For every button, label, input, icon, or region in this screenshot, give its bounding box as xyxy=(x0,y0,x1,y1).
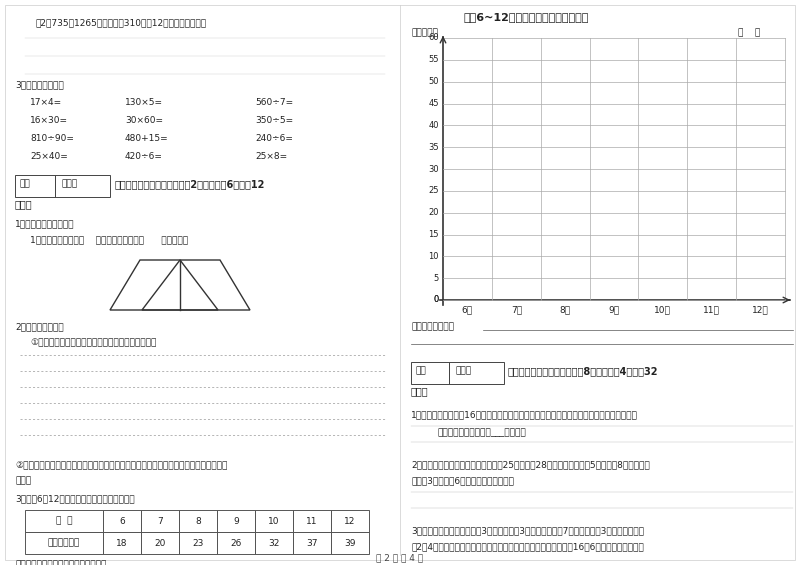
Text: 体重（千克）: 体重（千克） xyxy=(48,538,80,547)
Text: 答：这个长方形面积是___平方米。: 答：这个长方形面积是___平方米。 xyxy=(438,428,526,437)
Text: 17×4=: 17×4= xyxy=(30,98,62,107)
Text: 23: 23 xyxy=(192,538,204,547)
Text: 得分: 得分 xyxy=(20,179,30,188)
Text: 16×30=: 16×30= xyxy=(30,116,68,125)
Bar xyxy=(55,175,110,197)
Text: 37: 37 xyxy=(306,538,318,547)
Text: 11岁: 11岁 xyxy=(703,305,720,314)
Text: 9岁: 9岁 xyxy=(609,305,619,314)
Text: （2）735与1265的和，除以310除以12的商，商是多少？: （2）735与1265的和，除以310除以12的商，商是多少？ xyxy=(35,18,206,27)
Text: 3．芳在6到12岁每年的生日测得体重如下表。: 3．芳在6到12岁每年的生日测得体重如下表。 xyxy=(15,494,134,503)
Bar xyxy=(255,532,293,554)
Text: 20: 20 xyxy=(154,538,166,547)
Bar xyxy=(179,510,217,532)
Text: 六、应用知识，解决问题（共8小题，每题4分，共32: 六、应用知识，解决问题（共8小题，每题4分，共32 xyxy=(508,366,658,376)
Text: 费2元4角，有一天，小明一家坐一辆出租车到太阳宫玩，一共付费16元6角，小明家离太阳宫: 费2元4角，有一天，小明一家坐一辆出租车到太阳宫玩，一共付费16元6角，小明家离… xyxy=(411,542,644,551)
Text: 40: 40 xyxy=(429,121,439,130)
Text: 30: 30 xyxy=(428,164,439,173)
Text: 8: 8 xyxy=(195,516,201,525)
Text: 五、认真思考，综合能力（共2小题，每题6分，共12: 五、认真思考，综合能力（共2小题，每题6分，共12 xyxy=(115,179,266,189)
Bar xyxy=(449,362,504,384)
Bar xyxy=(141,532,179,554)
Text: 1．一数下图中，有（    ）个平行四边形，（      ）个梯形。: 1．一数下图中，有（ ）个平行四边形，（ ）个梯形。 xyxy=(30,235,188,244)
Bar xyxy=(331,532,369,554)
Text: 480+15=: 480+15= xyxy=(125,134,169,143)
Text: 边形。: 边形。 xyxy=(15,476,31,485)
Text: 8岁: 8岁 xyxy=(559,305,570,314)
Text: 0: 0 xyxy=(434,295,439,305)
Text: 1．一个长方形周长是16米，它的长、宽的米数是两个因数，这个长方形面积是多少平方米？: 1．一个长方形周长是16米，它的长、宽的米数是两个因数，这个长方形面积是多少平方… xyxy=(411,410,638,419)
Text: ①在点子图上画出一个等腰锐角三角形和一个梯形。: ①在点子图上画出一个等腰锐角三角形和一个梯形。 xyxy=(30,338,156,347)
Bar xyxy=(141,510,179,532)
Text: 得分: 得分 xyxy=(416,366,426,375)
Text: 1．动脑动手，我擅长！: 1．动脑动手，我擅长！ xyxy=(15,219,74,228)
Bar xyxy=(217,510,255,532)
Text: 420÷6=: 420÷6= xyxy=(125,152,163,161)
Text: 年    月: 年 月 xyxy=(738,28,760,37)
Text: 分）。: 分）。 xyxy=(411,386,429,396)
Text: ②给锐角三角形画对称轴，在梯形里画一条线段，把它分割成：一个三角形和一个平行四: ②给锐角三角形画对称轴，在梯形里画一条线段，把它分割成：一个三角形和一个平行四 xyxy=(15,460,227,469)
Bar xyxy=(179,532,217,554)
Bar xyxy=(411,362,449,384)
Text: 单位：千克: 单位：千克 xyxy=(411,28,438,37)
Text: 10岁: 10岁 xyxy=(654,305,671,314)
Text: 20: 20 xyxy=(429,208,439,217)
Text: 25×8=: 25×8= xyxy=(255,152,287,161)
Text: 11: 11 xyxy=(306,516,318,525)
Text: 130×5=: 130×5= xyxy=(125,98,163,107)
Text: 评卷人: 评卷人 xyxy=(456,366,472,375)
Text: 10: 10 xyxy=(429,252,439,261)
Bar xyxy=(103,532,141,554)
Bar xyxy=(103,510,141,532)
Text: 25: 25 xyxy=(429,186,439,195)
Text: 7: 7 xyxy=(157,516,163,525)
Text: 30×60=: 30×60= xyxy=(125,116,163,125)
Text: 6: 6 xyxy=(119,516,125,525)
Text: 5: 5 xyxy=(434,273,439,282)
Text: 50: 50 xyxy=(429,77,439,86)
Text: 10: 10 xyxy=(268,516,280,525)
Text: 7岁: 7岁 xyxy=(510,305,522,314)
Bar xyxy=(293,532,331,554)
Text: 3．直接写出得数。: 3．直接写出得数。 xyxy=(15,80,64,89)
Text: 560÷7=: 560÷7= xyxy=(255,98,293,107)
Text: 2．按要求画一画。: 2．按要求画一画。 xyxy=(15,322,64,331)
Text: 船可坐3人，租金6元，怎样租船最省钱？: 船可坐3人，租金6元，怎样租船最省钱？ xyxy=(411,476,514,485)
Bar xyxy=(293,510,331,532)
Text: 15: 15 xyxy=(429,230,439,239)
Text: 评卷人: 评卷人 xyxy=(62,179,78,188)
Text: 55: 55 xyxy=(429,55,439,64)
Text: 0: 0 xyxy=(434,295,439,305)
Text: 根据表中的数据，完成下面的统计图。: 根据表中的数据，完成下面的统计图。 xyxy=(15,560,106,565)
Text: 18: 18 xyxy=(116,538,128,547)
Text: 35: 35 xyxy=(428,143,439,151)
Text: 45: 45 xyxy=(429,99,439,108)
Text: 39: 39 xyxy=(344,538,356,547)
Text: 12: 12 xyxy=(344,516,356,525)
Text: 350÷5=: 350÷5= xyxy=(255,116,293,125)
Text: 26: 26 xyxy=(230,538,242,547)
Text: 第 2 页 共 4 页: 第 2 页 共 4 页 xyxy=(377,553,423,562)
Bar xyxy=(331,510,369,532)
Text: 2．四年级二班同学去公园划船，男生25人，女生28人，一条大船可坐5人，租金8元；一条小: 2．四年级二班同学去公园划船，男生25人，女生28人，一条大船可坐5人，租金8元… xyxy=(411,460,650,469)
Text: 3．某市出租车收费标准为：3千米以内（含3千米）按起步价7元收费，超过3千米，每千米收: 3．某市出租车收费标准为：3千米以内（含3千米）按起步价7元收费，超过3千米，每… xyxy=(411,526,644,535)
Bar xyxy=(25,532,103,554)
Text: 12岁: 12岁 xyxy=(752,305,769,314)
Text: 分）。: 分）。 xyxy=(15,199,33,209)
Bar xyxy=(255,510,293,532)
Text: 32: 32 xyxy=(268,538,280,547)
Text: 810÷90=: 810÷90= xyxy=(30,134,74,143)
Bar xyxy=(25,510,103,532)
Text: 9: 9 xyxy=(233,516,239,525)
Text: 芳芳6~12岁每年生日体重情况统计图: 芳芳6~12岁每年生日体重情况统计图 xyxy=(463,12,588,22)
Text: 年  龄: 年 龄 xyxy=(56,516,72,525)
Bar xyxy=(217,532,255,554)
Text: 25×40=: 25×40= xyxy=(30,152,68,161)
Text: 从表中我发现了：: 从表中我发现了： xyxy=(411,322,454,331)
Text: 6岁: 6岁 xyxy=(462,305,473,314)
Text: 60: 60 xyxy=(428,33,439,42)
Text: 240÷6=: 240÷6= xyxy=(255,134,293,143)
Bar xyxy=(15,175,55,197)
